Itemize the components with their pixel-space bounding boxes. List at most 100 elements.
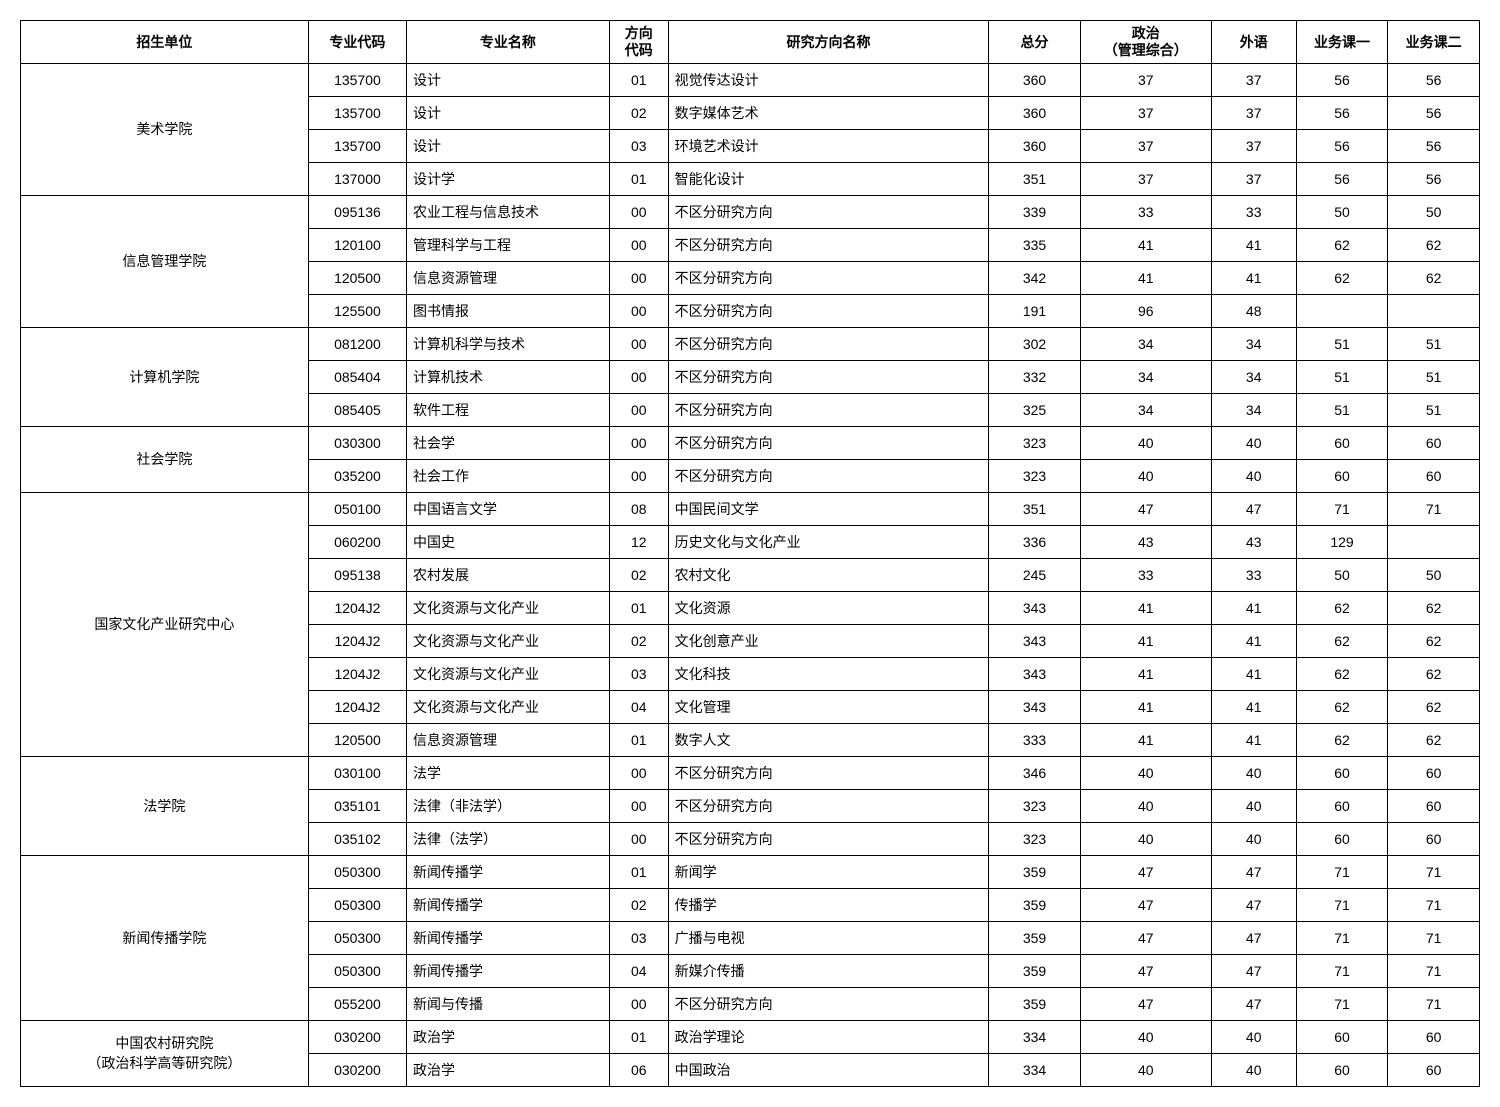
cell-major-name: 农业工程与信息技术: [406, 195, 609, 228]
cell-foreign: 41: [1211, 228, 1296, 261]
cell-direction-name: 不区分研究方向: [668, 459, 989, 492]
cell-course2: 62: [1388, 624, 1480, 657]
cell-unit: 法学院: [21, 756, 309, 855]
cell-direction-code: 12: [609, 525, 668, 558]
cell-course1: 60: [1296, 459, 1388, 492]
table-row: 美术学院135700设计01视觉传达设计36037375656: [21, 63, 1480, 96]
cell-course1: 60: [1296, 789, 1388, 822]
cell-course2: 50: [1388, 558, 1480, 591]
cell-total: 245: [989, 558, 1081, 591]
cell-direction-code: 00: [609, 294, 668, 327]
cell-direction-name: 文化资源: [668, 591, 989, 624]
cell-total: 351: [989, 492, 1081, 525]
cell-major-name: 法学: [406, 756, 609, 789]
cell-direction-code: 02: [609, 888, 668, 921]
cell-foreign: 40: [1211, 426, 1296, 459]
cell-foreign: 40: [1211, 789, 1296, 822]
cell-politics: 34: [1080, 327, 1211, 360]
cell-foreign: 41: [1211, 723, 1296, 756]
cell-direction-name: 广播与电视: [668, 921, 989, 954]
cell-major-code: 085405: [308, 393, 406, 426]
cell-unit: 新闻传播学院: [21, 855, 309, 1020]
cell-course1: 62: [1296, 261, 1388, 294]
cell-course1: 50: [1296, 558, 1388, 591]
cell-total: 339: [989, 195, 1081, 228]
cell-course2: 51: [1388, 360, 1480, 393]
cell-direction-code: 00: [609, 327, 668, 360]
cell-politics: 41: [1080, 228, 1211, 261]
cell-course2: 60: [1388, 1053, 1480, 1086]
cell-foreign: 34: [1211, 360, 1296, 393]
header-foreign: 外语: [1211, 21, 1296, 64]
cell-foreign: 47: [1211, 921, 1296, 954]
cell-course2: [1388, 525, 1480, 558]
cell-course2: 62: [1388, 657, 1480, 690]
cell-direction-name: 中国政治: [668, 1053, 989, 1086]
cell-direction-name: 不区分研究方向: [668, 195, 989, 228]
cell-direction-name: 不区分研究方向: [668, 294, 989, 327]
cell-direction-code: 03: [609, 657, 668, 690]
cell-major-code: 060200: [308, 525, 406, 558]
cell-total: 343: [989, 657, 1081, 690]
cell-course1: 62: [1296, 228, 1388, 261]
cell-politics: 37: [1080, 63, 1211, 96]
cell-direction-code: 06: [609, 1053, 668, 1086]
cell-politics: 47: [1080, 888, 1211, 921]
cell-total: 342: [989, 261, 1081, 294]
cell-direction-code: 02: [609, 96, 668, 129]
cell-major-name: 社会学: [406, 426, 609, 459]
cell-course2: 62: [1388, 261, 1480, 294]
cell-major-code: 120500: [308, 723, 406, 756]
cell-direction-code: 01: [609, 591, 668, 624]
cell-total: 323: [989, 459, 1081, 492]
cell-major-code: 135700: [308, 63, 406, 96]
cell-major-code: 050100: [308, 492, 406, 525]
cell-major-name: 新闻传播学: [406, 888, 609, 921]
cell-direction-name: 不区分研究方向: [668, 327, 989, 360]
cell-major-code: 085404: [308, 360, 406, 393]
cell-course2: 62: [1388, 591, 1480, 624]
cell-major-name: 文化资源与文化产业: [406, 591, 609, 624]
cell-total: 360: [989, 129, 1081, 162]
cell-foreign: 47: [1211, 492, 1296, 525]
cell-total: 191: [989, 294, 1081, 327]
cell-major-name: 中国史: [406, 525, 609, 558]
cell-total: 360: [989, 63, 1081, 96]
cell-major-code: 1204J2: [308, 690, 406, 723]
cell-major-name: 新闻传播学: [406, 921, 609, 954]
cell-major-name: 法律（法学）: [406, 822, 609, 855]
cell-major-code: 081200: [308, 327, 406, 360]
cell-direction-name: 文化管理: [668, 690, 989, 723]
cell-foreign: 40: [1211, 756, 1296, 789]
cell-course2: 51: [1388, 393, 1480, 426]
cell-major-name: 新闻传播学: [406, 954, 609, 987]
cell-major-code: 055200: [308, 987, 406, 1020]
cell-course1: 62: [1296, 723, 1388, 756]
cell-total: 359: [989, 855, 1081, 888]
cell-foreign: 41: [1211, 624, 1296, 657]
cell-foreign: 47: [1211, 855, 1296, 888]
cell-politics: 40: [1080, 1053, 1211, 1086]
cell-course1: 71: [1296, 888, 1388, 921]
cell-course2: 62: [1388, 723, 1480, 756]
cell-politics: 47: [1080, 987, 1211, 1020]
table-row: 社会学院030300社会学00不区分研究方向32340406060: [21, 426, 1480, 459]
cell-total: 359: [989, 954, 1081, 987]
cell-course1: 56: [1296, 96, 1388, 129]
cell-major-code: 035101: [308, 789, 406, 822]
cell-politics: 43: [1080, 525, 1211, 558]
cell-foreign: 37: [1211, 162, 1296, 195]
cell-major-code: 1204J2: [308, 591, 406, 624]
cell-direction-name: 新闻学: [668, 855, 989, 888]
cell-direction-name: 不区分研究方向: [668, 987, 989, 1020]
cell-course2: 56: [1388, 162, 1480, 195]
cell-direction-code: 03: [609, 921, 668, 954]
cell-foreign: 33: [1211, 195, 1296, 228]
cell-course1: 56: [1296, 63, 1388, 96]
cell-foreign: 40: [1211, 1020, 1296, 1053]
cell-course2: 50: [1388, 195, 1480, 228]
cell-course2: 56: [1388, 129, 1480, 162]
cell-course2: 60: [1388, 426, 1480, 459]
cell-course2: 71: [1388, 888, 1480, 921]
cell-major-name: 政治学: [406, 1020, 609, 1053]
